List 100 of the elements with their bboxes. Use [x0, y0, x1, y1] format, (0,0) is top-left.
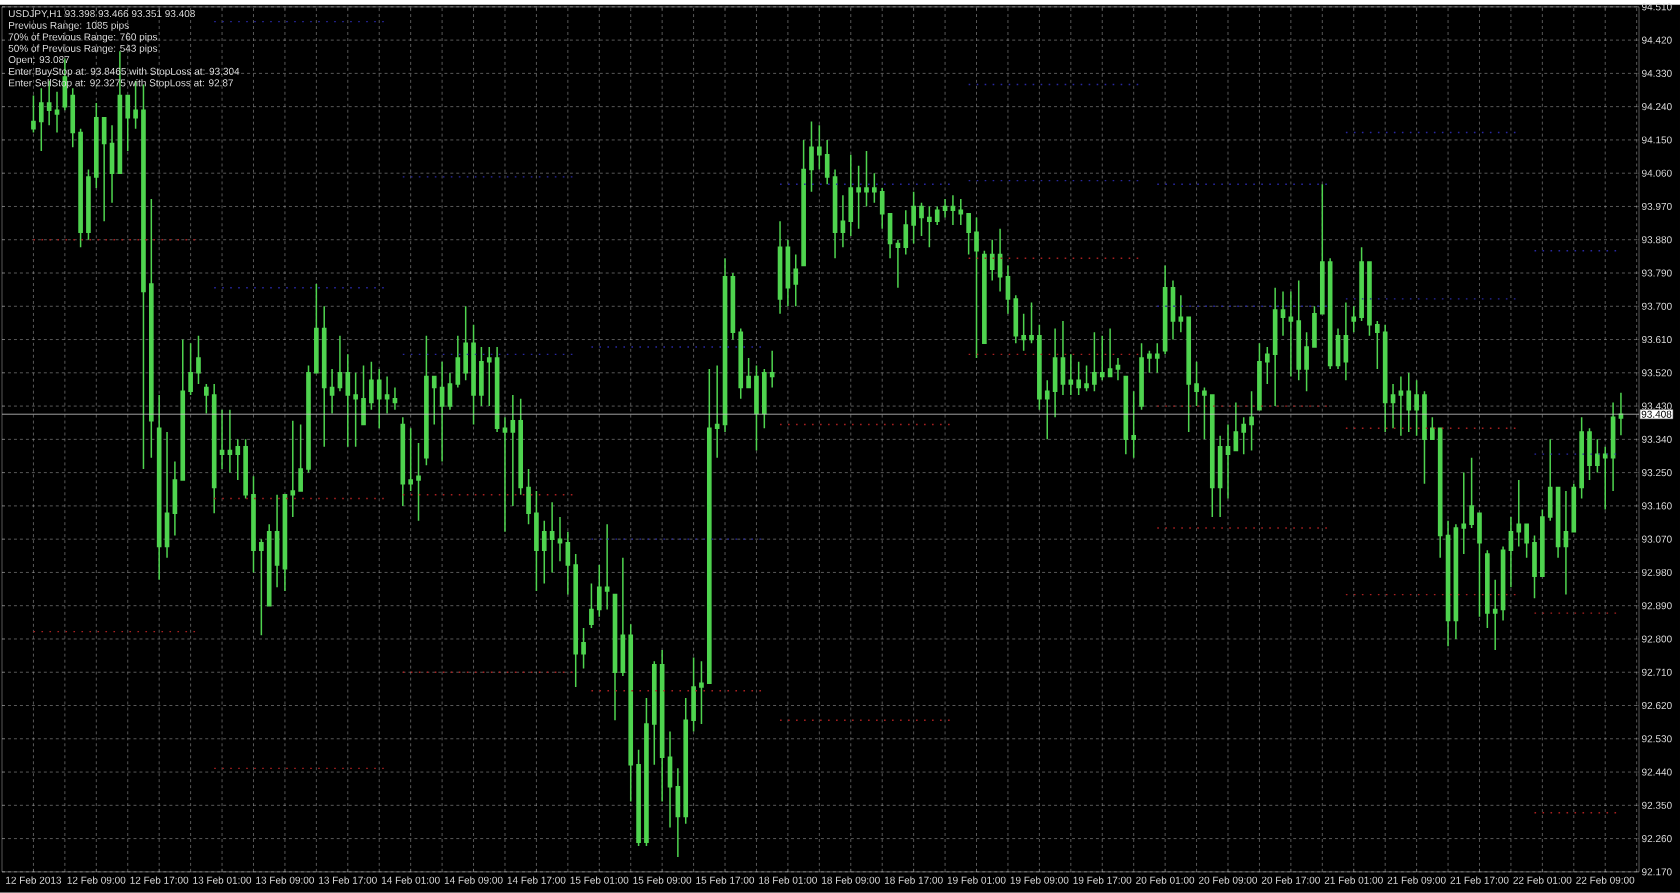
candlestick	[337, 335, 343, 393]
x-tick-label: 19 Feb 01:00	[947, 876, 1006, 884]
candlestick	[376, 368, 382, 430]
candlestick	[911, 190, 916, 245]
candlestick	[109, 124, 115, 204]
candlestick	[1037, 324, 1042, 411]
candlestick	[1044, 379, 1050, 441]
candlestick	[518, 398, 524, 496]
x-tick-label: 20 Feb 17:00	[1261, 876, 1320, 884]
y-tick-label: 93.250	[1642, 469, 1672, 477]
candlestick	[274, 494, 280, 589]
x-tick-label: 18 Feb 01:00	[759, 876, 817, 884]
candlestick	[1233, 401, 1239, 452]
candlestick	[691, 656, 696, 733]
candlestick	[659, 649, 665, 803]
candlestick	[392, 386, 398, 411]
y-tick-label: 93.790	[1642, 269, 1672, 277]
candlestick	[1563, 490, 1569, 596]
y-tick-label: 92.620	[1642, 702, 1672, 710]
annotation: 50% of Previous Range: 543 pips	[8, 44, 158, 54]
y-tick-label: 94.510	[1642, 3, 1672, 11]
candlestick	[400, 416, 406, 507]
candlestick	[809, 120, 814, 193]
candlestick	[1139, 342, 1144, 411]
candlestick	[1547, 438, 1553, 522]
candlestick	[1453, 523, 1459, 640]
candlestick	[172, 460, 178, 537]
candlestick	[298, 423, 303, 492]
candlestick	[78, 128, 83, 248]
candlestick	[612, 593, 618, 722]
candlestick	[1186, 316, 1192, 433]
candlestick	[604, 523, 610, 611]
candlestick	[982, 250, 987, 345]
x-tick-label: 13 Feb 09:00	[256, 876, 314, 884]
candlestick	[1532, 534, 1537, 600]
candlestick	[1312, 305, 1317, 348]
candlestick	[1382, 324, 1388, 433]
candlestick	[321, 305, 327, 448]
candlestick	[958, 198, 964, 226]
candlestick	[1406, 372, 1412, 433]
candlestick	[1367, 261, 1372, 337]
candlestick	[1610, 401, 1616, 492]
y-tick-label: 93.340	[1642, 435, 1672, 443]
y-tick-label: 92.890	[1642, 602, 1672, 610]
candlestick	[219, 409, 225, 470]
candlestick	[934, 205, 940, 226]
candlestick	[989, 239, 995, 282]
x-tick-label: 20 Feb 01:00	[1136, 876, 1195, 884]
candlestick	[903, 209, 909, 256]
candlestick	[479, 346, 484, 407]
candlestick	[1107, 327, 1113, 378]
candlestick	[879, 187, 885, 230]
x-tick-label: 18 Feb 17:00	[884, 876, 943, 884]
candlestick	[1477, 512, 1482, 618]
candlestick	[306, 364, 311, 474]
candlestick	[1390, 383, 1396, 430]
candlestick	[777, 220, 783, 315]
x-tick-label: 15 Feb 17:00	[696, 876, 755, 884]
candlestick	[361, 364, 366, 426]
candlestick	[848, 154, 854, 237]
candlestick	[651, 660, 657, 766]
candlestick	[38, 87, 44, 152]
candlestick	[149, 198, 154, 459]
candlestick	[620, 556, 626, 677]
x-tick-label: 21 Feb 17:00	[1450, 876, 1509, 884]
candlestick	[589, 582, 594, 629]
annotation: Previous Range: 1085 pips	[9, 21, 129, 31]
candlestick	[950, 194, 956, 226]
candlestick	[54, 91, 60, 134]
candlestick	[345, 353, 351, 448]
candlestick	[1319, 183, 1325, 315]
candlestick	[1013, 294, 1019, 345]
candlestick	[1068, 353, 1074, 396]
x-tick-label: 14 Feb 01:00	[381, 876, 440, 884]
candlestick	[1335, 327, 1341, 370]
candlestick	[1178, 294, 1184, 333]
candlestick	[290, 420, 296, 518]
candlestick	[683, 697, 689, 825]
candlestick	[746, 357, 751, 389]
candlestick	[1343, 301, 1349, 382]
candlestick	[455, 335, 461, 389]
candlestick	[510, 394, 516, 507]
candlestick	[997, 227, 1003, 293]
candlestick	[1162, 264, 1168, 356]
candlestick	[832, 168, 838, 260]
candlestick	[769, 349, 775, 389]
candlestick	[70, 87, 76, 149]
candlestick	[1272, 287, 1278, 407]
candlestick	[1288, 290, 1294, 378]
candlestick	[714, 364, 720, 459]
candlestick	[1430, 416, 1435, 441]
candlestick	[793, 253, 799, 308]
y-tick-label: 92.530	[1642, 735, 1672, 743]
x-tick-label: 21 Feb 01:00	[1324, 876, 1383, 884]
y-tick-label: 92.350	[1642, 801, 1672, 809]
candlestick	[1052, 327, 1058, 418]
candlestick	[1115, 357, 1121, 382]
candlestick	[573, 553, 579, 688]
candlestick	[329, 368, 335, 415]
candlestick	[966, 213, 971, 256]
